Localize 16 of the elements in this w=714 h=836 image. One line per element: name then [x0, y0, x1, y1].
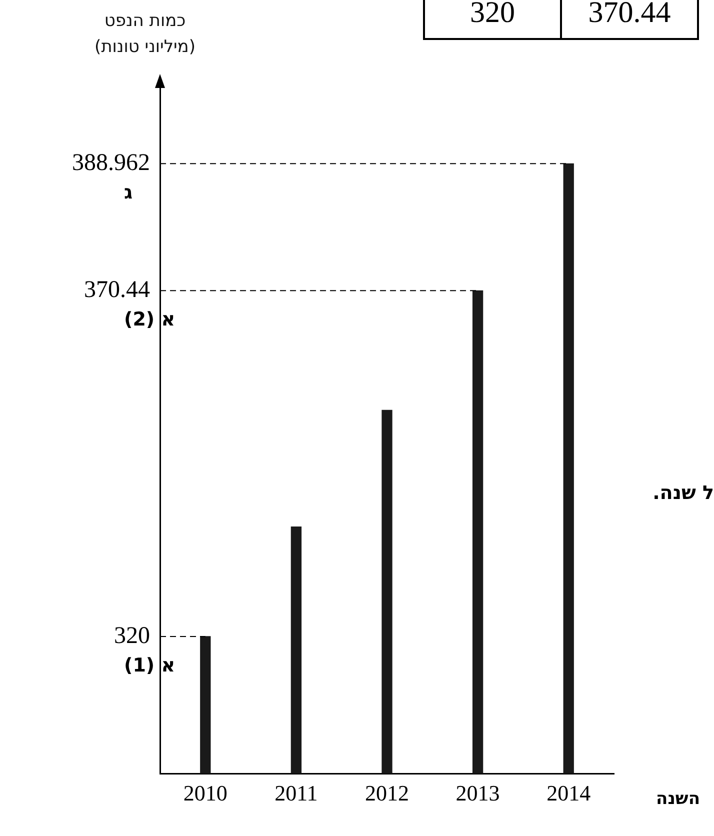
x-tick-label: 2011	[274, 780, 318, 806]
x-axis-title: השנה	[656, 789, 700, 810]
text: 370.44	[560, 0, 699, 40]
text: ל שנה.	[652, 482, 714, 504]
y-tick-label: 320	[114, 622, 150, 649]
x-tick-label: 2010	[183, 780, 228, 806]
y-tick-label: 388.962	[72, 150, 150, 176]
text: 320	[423, 0, 562, 40]
x-tick-label: 2013	[456, 780, 500, 806]
y-axis-title: כמות הנפט (מיליוני טונות)	[94, 10, 196, 59]
y-tick-label: 370.44	[84, 276, 150, 303]
ref-line-label: א (1)	[124, 654, 176, 676]
ref-line-label: ג	[124, 182, 132, 204]
x-tick-label: 2012	[365, 780, 409, 806]
ref-line-label: א (2)	[124, 308, 176, 331]
x-tick-label: 2014	[546, 780, 591, 806]
